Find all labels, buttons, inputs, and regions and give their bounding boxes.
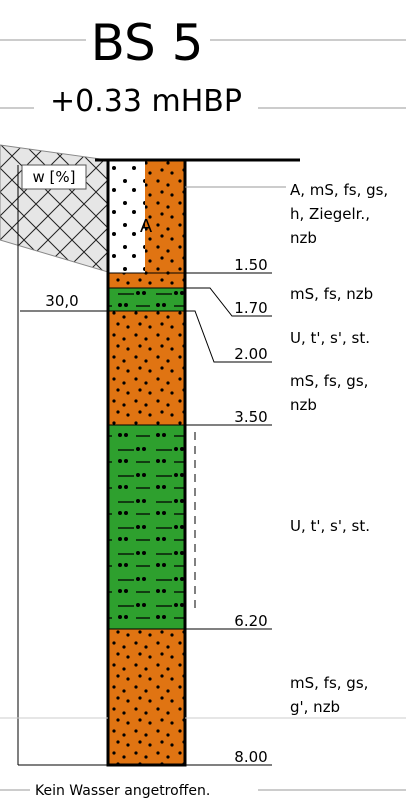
- description: mS, fs, gs,: [290, 674, 368, 692]
- description: mS, fs, nzb: [290, 285, 373, 303]
- title: BS 5: [91, 14, 204, 72]
- depth: 6.20: [234, 612, 267, 630]
- description: U, t', s', st.: [290, 329, 370, 347]
- fill-hatch: [0, 145, 108, 272]
- layer-silt: [108, 425, 185, 629]
- layer-sand: [108, 629, 185, 765]
- depth: 3.50: [234, 408, 267, 426]
- description: h, Ziegelr.,: [290, 205, 370, 223]
- borehole-log: BS 5 +0.33 mHBP w [%] 30,0 A 1.50 1.70 2…: [0, 0, 406, 810]
- description: A, mS, fs, gs,: [290, 181, 388, 199]
- depth: 8.00: [234, 748, 267, 766]
- layer-silt: [108, 288, 185, 311]
- layer-label: A: [140, 216, 153, 237]
- layer-sand: [108, 311, 185, 425]
- description: U, t', s', st.: [290, 517, 370, 535]
- description: mS, fs, gs,: [290, 372, 368, 390]
- depth: 1.70: [234, 299, 267, 317]
- layer-sand: [108, 273, 185, 288]
- description: nzb: [290, 396, 317, 414]
- water-content: 30,0: [45, 292, 78, 310]
- description: g', nzb: [290, 698, 340, 716]
- depth: 2.00: [234, 345, 267, 363]
- elevation: +0.33 mHBP: [50, 84, 242, 119]
- footer: Kein Wasser angetroffen.: [35, 783, 210, 799]
- water-axis-label: w [%]: [33, 168, 76, 186]
- depth: 1.50: [234, 256, 267, 274]
- description: nzb: [290, 229, 317, 247]
